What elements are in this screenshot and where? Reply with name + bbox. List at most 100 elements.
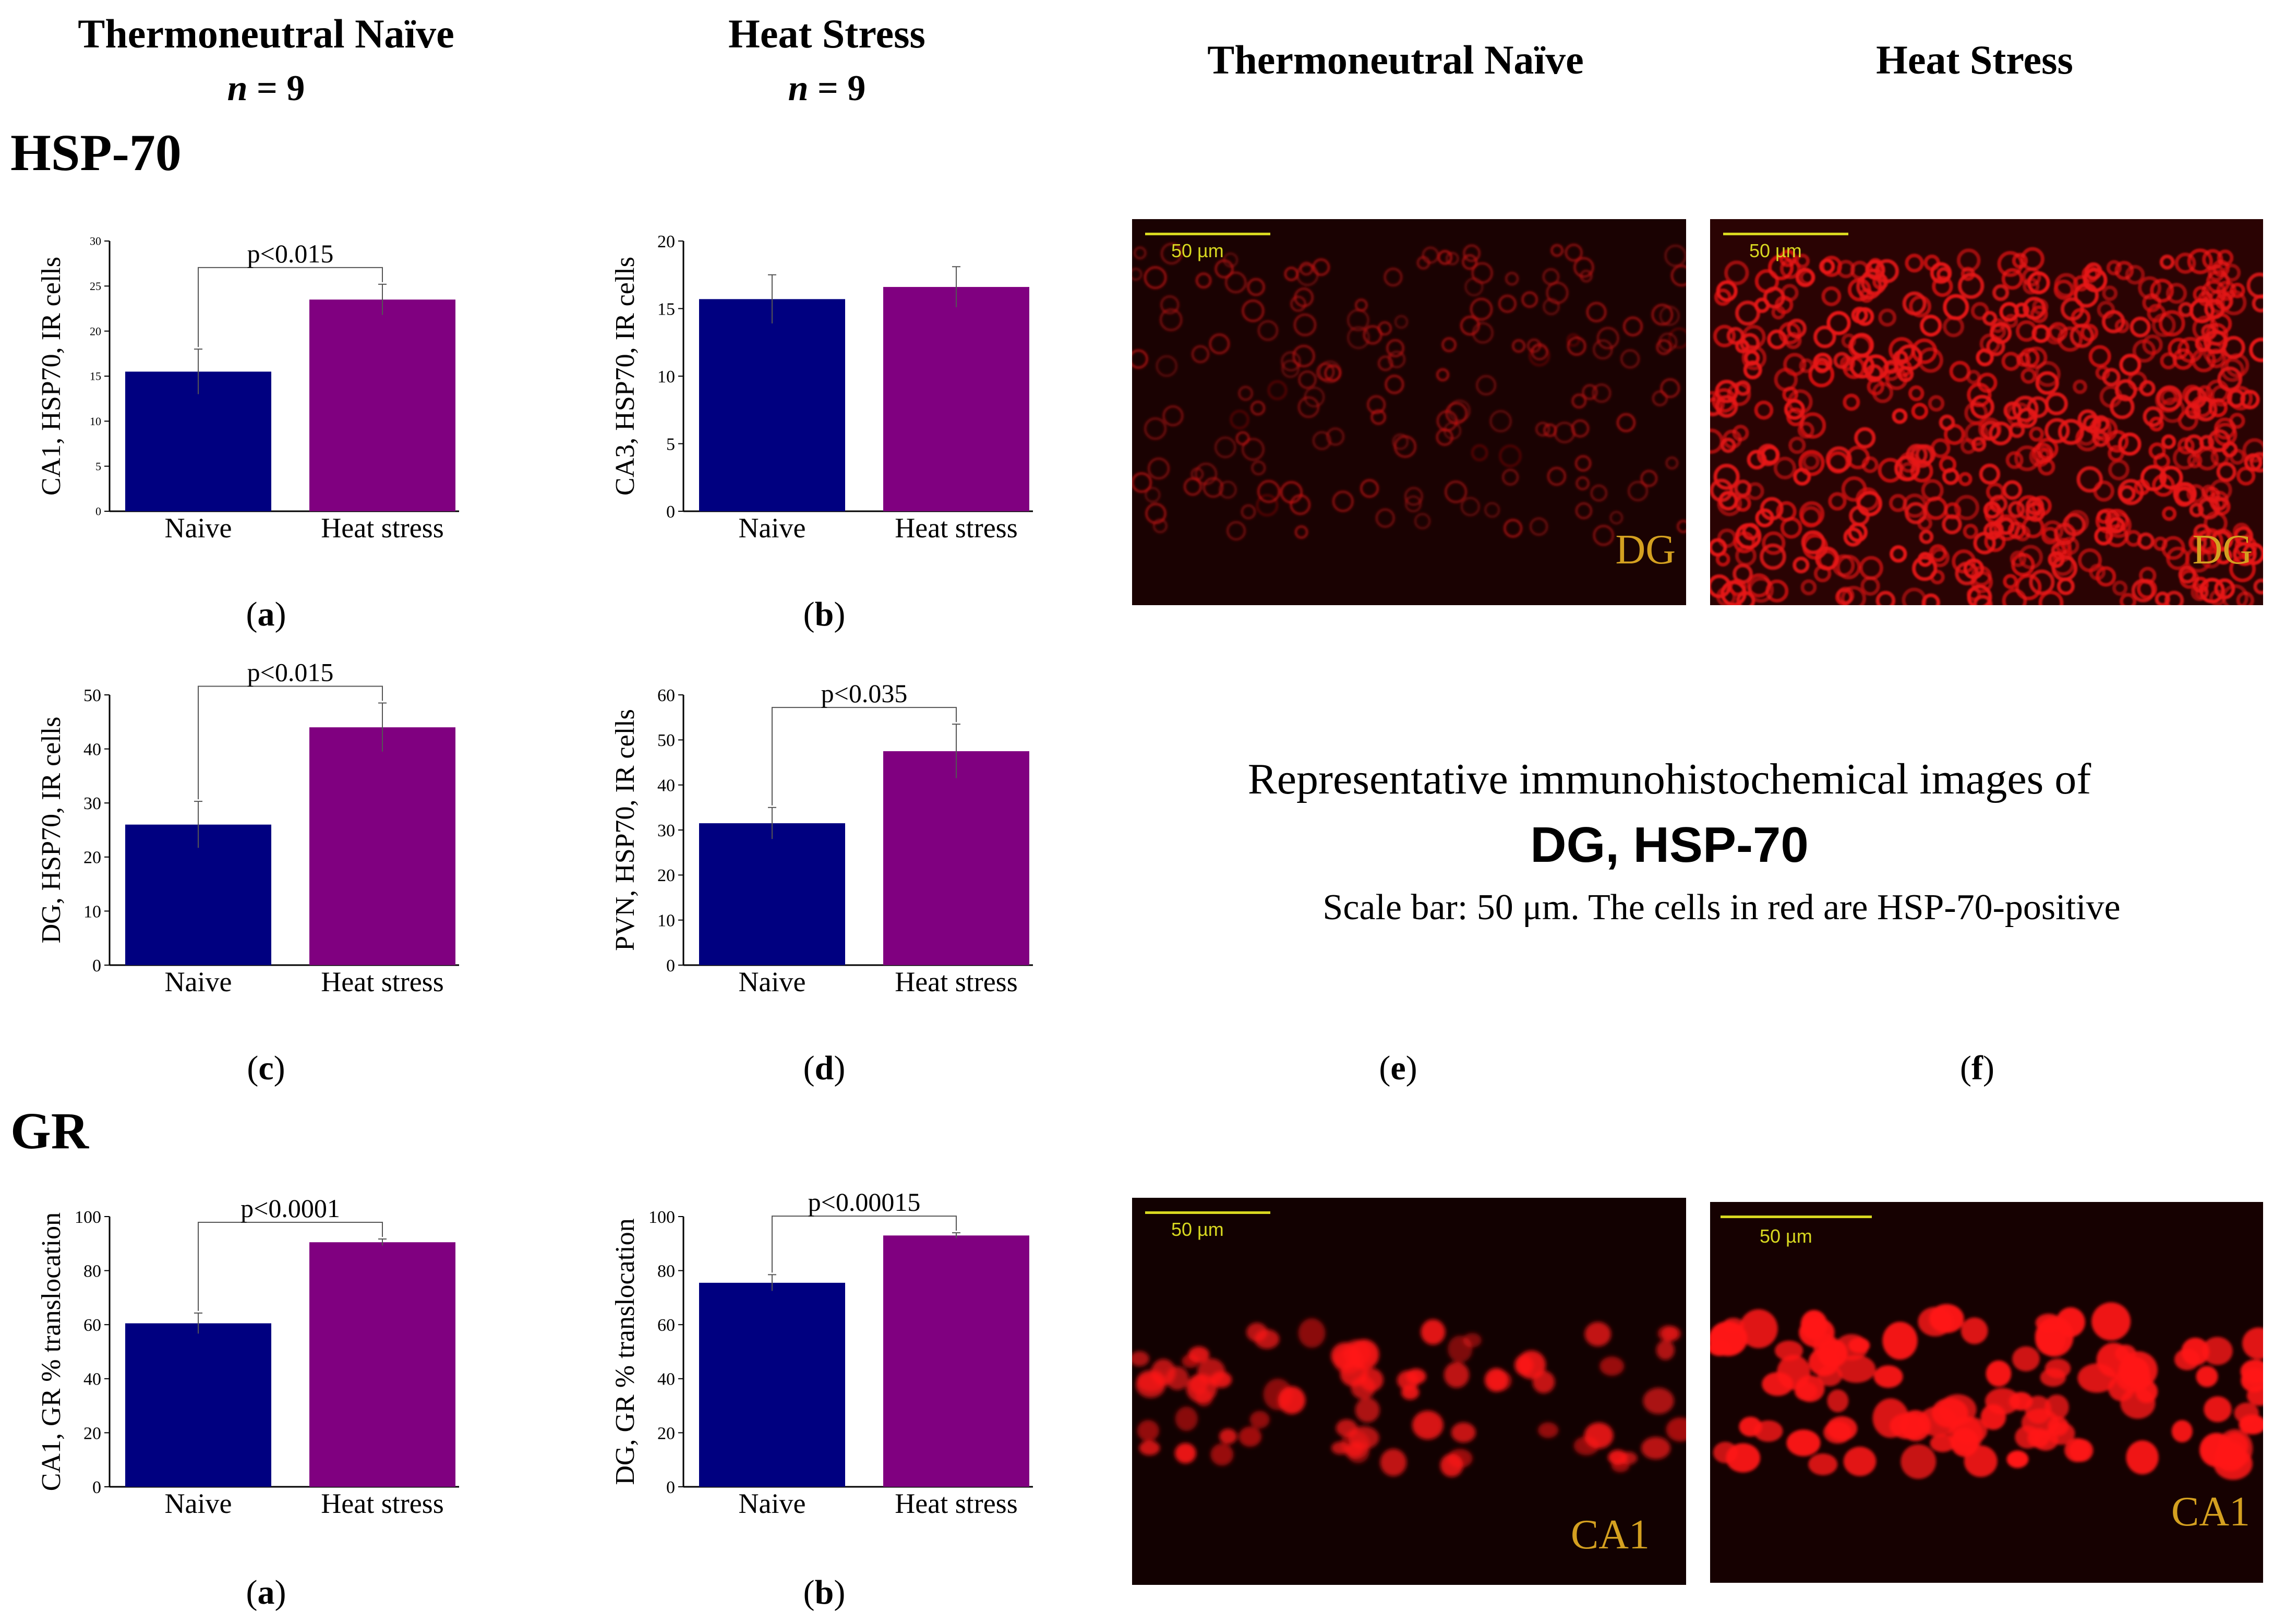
y-tick-label: 60 (657, 1316, 675, 1335)
y-tick-label: 20 (657, 866, 675, 885)
bar-naive (699, 1282, 845, 1487)
bar-naive (125, 371, 271, 511)
header-left-naive: Thermoneutral Naïve (78, 11, 454, 56)
stained-cells (1132, 1318, 1686, 1477)
significance-label: p<0.0001 (240, 1194, 340, 1223)
y-tick-label: 80 (83, 1262, 101, 1281)
micrograph-ca1-heat: 50 µm CA1 (1710, 1202, 2263, 1583)
chart-dg-hsp70: 0 10 20 30 40 50 DG, HSP70, IR cells Naive Heat … (37, 658, 459, 997)
y-tick-label: 0 (95, 505, 101, 518)
y-axis-label: CA1, HSP70, IR cells (37, 257, 66, 496)
y-tick-label: 25 (90, 280, 101, 293)
y-tick-label: 20 (83, 848, 101, 868)
scale-label: 50 µm (1171, 240, 1224, 261)
y-tick-label: 50 (657, 731, 675, 750)
y-tick-label: 100 (75, 1208, 101, 1227)
significance-bracket (772, 1216, 957, 1273)
y-tick-label: 20 (90, 324, 101, 338)
header-left-heat-n: n = 9 (605, 68, 1049, 110)
caption-line-3: Scale bar: 50 μm. The cells in red are H… (1322, 887, 2121, 928)
scale-bar (1723, 233, 1848, 235)
y-tick-label: 80 (657, 1262, 675, 1281)
region-label: CA1 (2171, 1489, 2250, 1535)
panel-letter-a-top: (a) (246, 595, 286, 633)
micrograph-background (1132, 219, 1686, 605)
scale-bar (1721, 1216, 1872, 1218)
section-gr: GR (10, 1102, 89, 1160)
scale-label: 50 µm (1749, 240, 1802, 261)
header-left-naive-n: n = 9 (21, 68, 511, 110)
micrograph-dg-heat: 50 µm DG (1710, 219, 2263, 605)
panel-letter-f: (f) (1960, 1049, 1994, 1087)
y-tick-label: 10 (657, 367, 675, 387)
bar-heat-stress (883, 287, 1029, 511)
panel-letter-c: (c) (247, 1049, 285, 1087)
stained-cells (1132, 242, 1686, 546)
n-symbol: n (788, 68, 809, 109)
panel-letter-d: (d) (803, 1049, 846, 1087)
significance-label: p<0.00015 (808, 1187, 921, 1217)
panel-letter-a-bottom: (a) (246, 1573, 286, 1611)
category-label: Heat stress (895, 512, 1017, 544)
significance-bracket (198, 685, 383, 800)
bar-naive (699, 299, 845, 511)
category-label: Naive (165, 512, 232, 544)
bar-heat-stress (309, 727, 455, 965)
scale-label: 50 µm (1760, 1225, 1812, 1247)
header-left-heat: Heat Stress (728, 11, 925, 56)
bar-naive (125, 824, 271, 965)
y-axis-label: CA1, GR % translocation (37, 1212, 66, 1491)
y-tick-label: 100 (648, 1208, 675, 1227)
y-tick-label: 0 (92, 1478, 101, 1497)
bar-heat-stress (883, 1235, 1029, 1487)
significance-label: p<0.015 (247, 239, 334, 268)
header-right-naive: Thermoneutral Naïve (1207, 37, 1584, 82)
y-tick-label: 30 (657, 821, 675, 840)
y-tick-label: 40 (657, 776, 675, 796)
y-tick-label: 50 (83, 686, 101, 705)
scale-bar (1145, 1211, 1270, 1214)
y-tick-label: 40 (83, 740, 101, 760)
micrograph-dg-naive: 50 µm DG (1132, 219, 1686, 605)
y-tick-label: 5 (666, 435, 675, 454)
y-axis-label: DG, GR % translocation (610, 1218, 640, 1485)
significance-label: p<0.035 (821, 679, 908, 708)
y-tick-label: 10 (657, 911, 675, 931)
category-label: Heat stress (321, 966, 443, 997)
significance-bracket (198, 1221, 383, 1311)
n-value: = 9 (817, 68, 866, 109)
bar-naive (125, 1323, 271, 1487)
y-axis-label: CA3, HSP70, IR cells (610, 257, 640, 496)
significance-bracket (772, 707, 957, 805)
y-tick-label: 0 (666, 1478, 675, 1497)
bar-heat-stress (309, 299, 455, 511)
section-hsp70: HSP-70 (10, 124, 182, 182)
bar-heat-stress (883, 751, 1029, 965)
scale-label: 50 µm (1171, 1219, 1224, 1240)
category-label: Naive (739, 512, 806, 544)
y-tick-label: 0 (666, 956, 675, 976)
y-tick-label: 15 (657, 299, 675, 319)
y-tick-label: 30 (90, 235, 101, 248)
header-right-heat: Heat Stress (1876, 37, 2073, 82)
n-value: = 9 (257, 68, 305, 109)
bar-heat-stress (309, 1242, 455, 1487)
stained-cells (1710, 1302, 2263, 1480)
region-label: DG (2192, 527, 2253, 573)
y-tick-label: 20 (83, 1424, 101, 1443)
y-axis-label: PVN, HSP70, IR cells (610, 709, 640, 951)
chart-ca3-hsp70: 0 5 10 15 20 CA3, HSP70, IR cells Naive Heat st… (610, 232, 1033, 544)
category-label: Naive (739, 1488, 806, 1519)
stained-cells (1710, 247, 2263, 605)
y-tick-label: 10 (83, 902, 101, 921)
chart-pvn-hsp70: 0 10 20 30 40 50 60 PVN, HSP70, IR cells Naive He… (610, 679, 1033, 997)
y-tick-label: 60 (657, 686, 675, 705)
y-tick-label: 15 (90, 370, 101, 383)
y-tick-label: 20 (657, 1424, 675, 1443)
significance-label: p<0.015 (247, 658, 334, 687)
region-label: DG (1615, 527, 1676, 573)
panel-letter-e: (e) (1379, 1049, 1417, 1087)
y-tick-label: 60 (83, 1316, 101, 1335)
category-label: Heat stress (895, 1488, 1017, 1519)
y-tick-label: 40 (657, 1370, 675, 1389)
